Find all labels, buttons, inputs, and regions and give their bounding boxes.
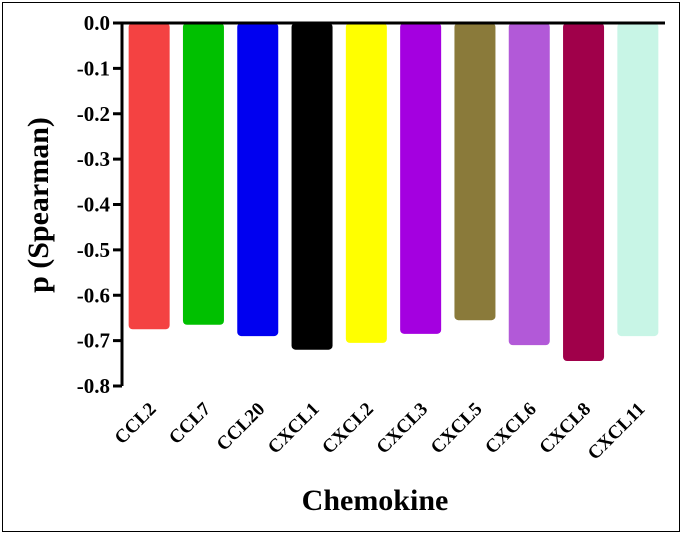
bar-cxcl2 [345,23,387,343]
y-axis-title: p (Spearman) [22,117,55,293]
bar-cxcl6 [508,23,550,346]
y-axis: 0.0 -0.1 -0.2 -0.3 -0.4 -0.5 -0.6 -0.7 -0.8 [77,11,124,398]
bar-ccl20 [237,23,279,337]
x-tick-label: CCL7 [165,398,215,448]
bar-cxcl11 [617,23,659,337]
bar-cxcl1 [291,23,333,350]
x-tick-label: CXCL5 [427,399,487,459]
y-tick-label: -0.4 [77,193,111,217]
chart-frame [2,2,680,532]
x-tick-label: CXCL6 [481,399,541,459]
y-tick-label: -0.3 [77,147,110,171]
bar-cxcl3 [400,23,442,334]
y-tick-label: -0.5 [77,238,110,262]
x-tick-label: CXCL2 [318,399,378,459]
x-tick-label: CXCL3 [373,399,433,459]
y-tick-label: -0.6 [77,283,110,307]
bar-cxcl5 [454,23,496,321]
y-tick-label: -0.1 [77,56,110,80]
y-tick-label: -0.8 [77,374,110,398]
bar-cxcl8 [563,23,605,362]
x-tick-label: CCL20 [213,399,270,456]
y-tick-label: -0.2 [77,102,110,126]
x-tick-label: CCL2 [111,399,161,449]
y-tick-label: 0.0 [84,11,110,35]
bar-ccl7 [182,23,224,325]
bars-group [128,23,659,362]
x-axis-title: Chemokine [302,484,449,517]
bar-ccl2 [128,23,170,330]
x-tick-label: CXCL11 [584,399,650,465]
y-tick-label: -0.7 [77,329,110,353]
x-tick-label: CXCL1 [264,399,324,459]
